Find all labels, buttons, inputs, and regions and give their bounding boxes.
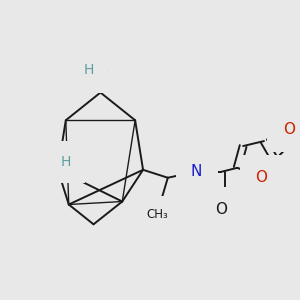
Text: O: O	[97, 65, 108, 79]
Text: H: H	[61, 155, 71, 169]
Text: CH₃: CH₃	[146, 208, 168, 221]
Text: H: H	[83, 63, 94, 77]
Text: O: O	[283, 122, 295, 137]
Text: H: H	[193, 153, 202, 167]
Text: O: O	[215, 202, 227, 217]
Text: O: O	[255, 170, 267, 185]
Text: N: N	[191, 164, 202, 179]
